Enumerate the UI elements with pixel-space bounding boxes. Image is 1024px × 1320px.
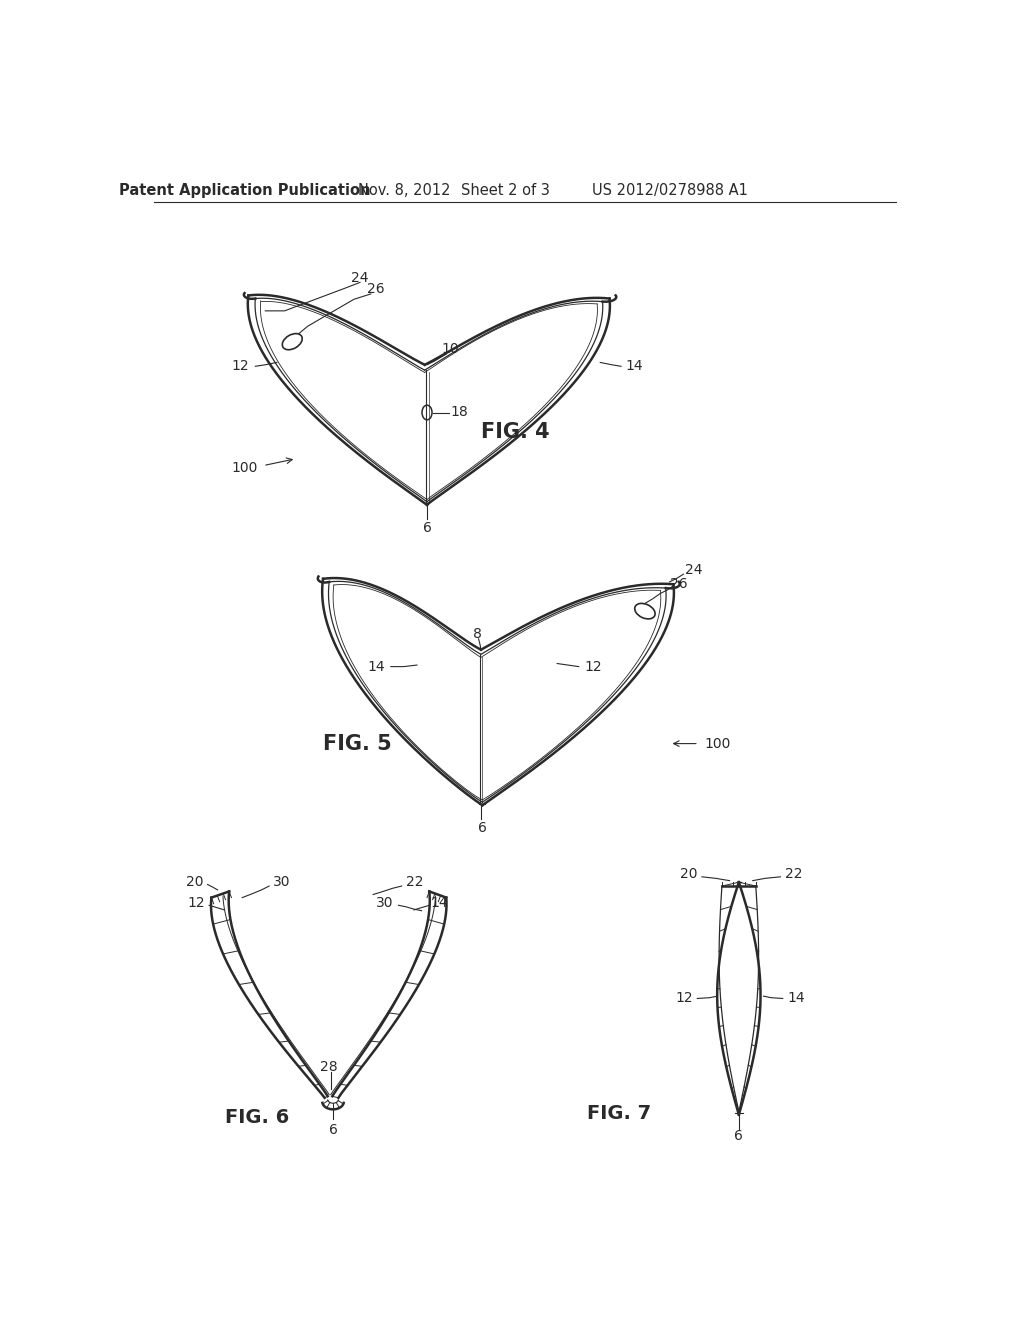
Text: 24: 24 xyxy=(351,271,369,285)
Text: 22: 22 xyxy=(785,867,803,882)
Text: Nov. 8, 2012: Nov. 8, 2012 xyxy=(357,183,451,198)
Text: Sheet 2 of 3: Sheet 2 of 3 xyxy=(461,183,550,198)
Text: FIG. 7: FIG. 7 xyxy=(588,1104,651,1123)
Text: FIG. 6: FIG. 6 xyxy=(225,1107,290,1126)
Text: 30: 30 xyxy=(273,875,291,890)
Text: 24: 24 xyxy=(685,564,702,577)
Text: FIG. 5: FIG. 5 xyxy=(324,734,392,754)
Text: 14: 14 xyxy=(626,359,643,374)
Text: 6: 6 xyxy=(734,1130,743,1143)
Text: 12: 12 xyxy=(585,660,602,673)
Text: 100: 100 xyxy=(231,461,258,475)
Text: 14: 14 xyxy=(787,991,805,1006)
Text: 100: 100 xyxy=(705,737,730,751)
Text: 12: 12 xyxy=(675,991,692,1006)
Text: 14: 14 xyxy=(367,660,385,673)
Text: 18: 18 xyxy=(451,405,468,420)
Text: 10: 10 xyxy=(441,342,459,356)
Text: 8: 8 xyxy=(473,627,481,642)
Text: 14: 14 xyxy=(431,896,449,909)
Text: 6: 6 xyxy=(423,521,431,535)
Text: 26: 26 xyxy=(670,577,687,591)
Text: US 2012/0278988 A1: US 2012/0278988 A1 xyxy=(592,183,748,198)
Text: 22: 22 xyxy=(407,875,424,890)
Text: FIG. 4: FIG. 4 xyxy=(481,422,550,442)
Text: 28: 28 xyxy=(319,1060,337,1074)
Text: 26: 26 xyxy=(367,282,384,296)
Text: 20: 20 xyxy=(186,875,204,890)
Text: 20: 20 xyxy=(680,867,697,882)
Text: 12: 12 xyxy=(187,896,205,909)
Text: 12: 12 xyxy=(231,359,249,374)
Text: Patent Application Publication: Patent Application Publication xyxy=(119,183,371,198)
Text: 30: 30 xyxy=(377,896,394,909)
Text: 6: 6 xyxy=(329,1123,338,1137)
Text: 6: 6 xyxy=(478,821,486,836)
